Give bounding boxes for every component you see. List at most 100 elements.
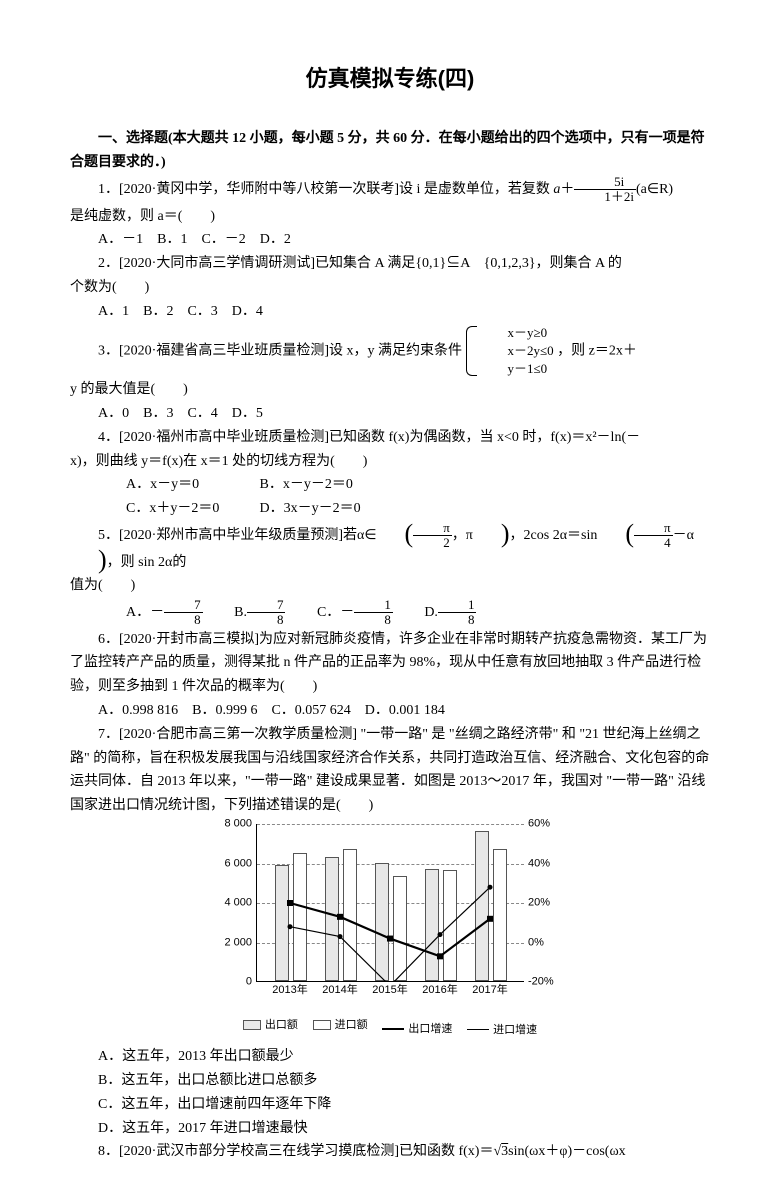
- q5-line2: 值为( ): [70, 574, 710, 598]
- var-a: a: [553, 182, 560, 197]
- q7-d: D．这五年，2017 年进口增速最快: [70, 1117, 710, 1141]
- q8-line1: 8．[2020·武汉市部分学校高三在线学习摸底检测]已知函数 f(x)＝√3si…: [70, 1140, 710, 1164]
- marker-export: [387, 936, 393, 942]
- q5-mid1: ，2cos 2α＝sin: [510, 528, 598, 543]
- marker-import: [488, 885, 493, 890]
- q5-int2-frac: π4: [634, 521, 673, 551]
- y-right-label: 0%: [528, 933, 564, 952]
- q5-b-frac: 78: [247, 598, 286, 628]
- marker-import: [288, 924, 293, 929]
- q5-d: D.18: [396, 598, 476, 628]
- q7-c: C．这五年，出口增速前四年逐年下降: [70, 1093, 710, 1117]
- doc-title: 仿真模拟专练(四): [70, 60, 710, 97]
- legend-line-icon: [382, 1028, 404, 1030]
- legend-export-bar-label: 出口额: [265, 1016, 298, 1035]
- legend-box-icon: [243, 1020, 261, 1030]
- sqrt-icon: √: [493, 1144, 501, 1159]
- q4-c: C．x＋y－2＝0: [98, 497, 228, 521]
- x-category-label: 2013年: [272, 981, 307, 1000]
- chart-legend: 出口额 进口额 出口增速 进口增速: [210, 1016, 570, 1039]
- q1-options: A．－1 B．1 C．－2 D．2: [70, 228, 710, 252]
- q5-d-den: 8: [438, 613, 477, 627]
- marker-export: [487, 916, 493, 922]
- q2-line1: 2．[2020·大同市高三学情调研测试]已知集合 A 满足{0,1}⊆A {0,…: [70, 252, 710, 276]
- q5-a: A．－78: [98, 598, 203, 628]
- x-category-label: 2015年: [372, 981, 407, 1000]
- q5-dL: D.: [424, 605, 438, 620]
- q5-a-frac: 78: [164, 598, 203, 628]
- q3-c2: x－2y≤0: [480, 342, 554, 360]
- marker-import: [338, 934, 343, 939]
- q4-opts-row1: A．x－y＝0 B．x－y－2＝0: [70, 473, 710, 497]
- marker-export: [437, 953, 443, 959]
- q5-b: B.78: [206, 598, 285, 628]
- line-import: [290, 887, 490, 982]
- q3-text-a: 3．[2020·福建省高三毕业班质量检测]设 x，y 满足约束条件: [98, 343, 462, 358]
- y-right-label: 40%: [528, 854, 564, 873]
- x-category-label: 2017年: [472, 981, 507, 1000]
- q5-int2-after: －α: [673, 528, 694, 543]
- q4-b: B．x－y－2＝0: [232, 473, 362, 497]
- q5-int1-den: 2: [413, 536, 452, 550]
- x-category-label: 2014年: [322, 981, 357, 1000]
- q8-text-a: 8．[2020·武汉市部分学校高三在线学习摸底检测]已知函数 f(x)＝: [98, 1144, 493, 1159]
- q3-line1: 3．[2020·福建省高三毕业班质量检测]设 x，y 满足约束条件 x－y≥0 …: [70, 324, 710, 379]
- y-right-label: -20%: [528, 973, 564, 992]
- q1-line1: 1．[2020·黄冈中学，华师附中等八校第一次联考]设 i 是虚数单位，若复数 …: [70, 175, 710, 205]
- q4-d: D．3x－y－2＝0: [232, 497, 362, 521]
- q5-aL: A．－: [126, 605, 164, 620]
- marker-export: [287, 900, 293, 906]
- chart-container: 02 0004 0006 0008 000-20%0%20%40%60%2013…: [210, 824, 570, 1039]
- y-left-label: 8 000: [214, 815, 252, 834]
- legend-import-line-label: 进口增速: [493, 1021, 537, 1040]
- q5-cL: C．－: [317, 605, 354, 620]
- marker-export: [337, 914, 343, 920]
- q5-bL: B.: [234, 605, 247, 620]
- y-right-label: 60%: [528, 815, 564, 834]
- q1-line2: 是纯虚数，则 a＝( ): [70, 205, 710, 229]
- q3-c1: x－y≥0: [480, 324, 554, 342]
- legend-export-bar: 出口额: [243, 1016, 298, 1035]
- q1-frac-den: 1＋2i: [574, 190, 636, 204]
- q5-int1-pi: π: [466, 528, 473, 543]
- q5-a-den: 8: [164, 613, 203, 627]
- import-export-chart: 02 0004 0006 0008 000-20%0%20%40%60%2013…: [210, 824, 570, 1014]
- q5-a-num: 7: [164, 598, 203, 613]
- q5-d-frac: 18: [438, 598, 477, 628]
- q5-b-den: 8: [247, 613, 286, 627]
- q7-a: A．这五年，2013 年出口额最少: [70, 1045, 710, 1069]
- x-category-label: 2016年: [422, 981, 457, 1000]
- q3-c3: y－1≤0: [480, 360, 554, 378]
- q5-options: A．－78 B.78 C．－18 D.18: [70, 598, 710, 628]
- q5-int1-num: π: [413, 521, 452, 536]
- q3-brace: x－y≥0 x－2y≤0 y－1≤0: [466, 324, 554, 379]
- q3-mid: ，则 z＝2x＋: [557, 343, 637, 358]
- legend-box-icon: [313, 1020, 331, 1030]
- legend-import-bar: 进口额: [313, 1016, 368, 1035]
- q5-mid2: ，则 sin 2α的: [107, 555, 187, 570]
- q5-b-num: 7: [247, 598, 286, 613]
- q5-int2-den: 4: [634, 536, 673, 550]
- q4-opts-row2: C．x＋y－2＝0 D．3x－y－2＝0: [70, 497, 710, 521]
- q2-line2: 个数为( ): [70, 276, 710, 300]
- q5-c-den: 8: [354, 613, 393, 627]
- q4-line1: 4．[2020·福州市高中毕业班质量检测]已知函数 f(x)为偶函数，当 x<0…: [70, 426, 710, 450]
- legend-import-bar-label: 进口额: [335, 1016, 368, 1035]
- q5-c: C．－18: [289, 598, 393, 628]
- q5-int1-frac: π2: [413, 521, 452, 551]
- y-left-label: 2 000: [214, 933, 252, 952]
- q3-options: A．0 B．3 C．4 D．5: [70, 402, 710, 426]
- q3-line2: y 的最大值是( ): [70, 378, 710, 402]
- y-right-label: 20%: [528, 894, 564, 913]
- q8-sqrt: 3: [501, 1144, 508, 1159]
- q7-b: B．这五年，出口总额比进口总额多: [70, 1069, 710, 1093]
- q5-int2-num: π: [634, 521, 673, 536]
- q5-d-num: 1: [438, 598, 477, 613]
- q1-frac: 5i1＋2i: [574, 175, 636, 205]
- marker-import: [438, 932, 443, 937]
- section-heading: 一、选择题(本大题共 12 小题，每小题 5 分，共 60 分．在每小题给出的四…: [70, 127, 710, 175]
- q8-text-b: sin(ωx＋φ)－cos(ωx: [508, 1144, 626, 1159]
- q5-c-num: 1: [354, 598, 393, 613]
- q6-options: A．0.998 816 B．0.999 6 C．0.057 624 D．0.00…: [70, 699, 710, 723]
- legend-import-line: 进口增速: [467, 1021, 537, 1040]
